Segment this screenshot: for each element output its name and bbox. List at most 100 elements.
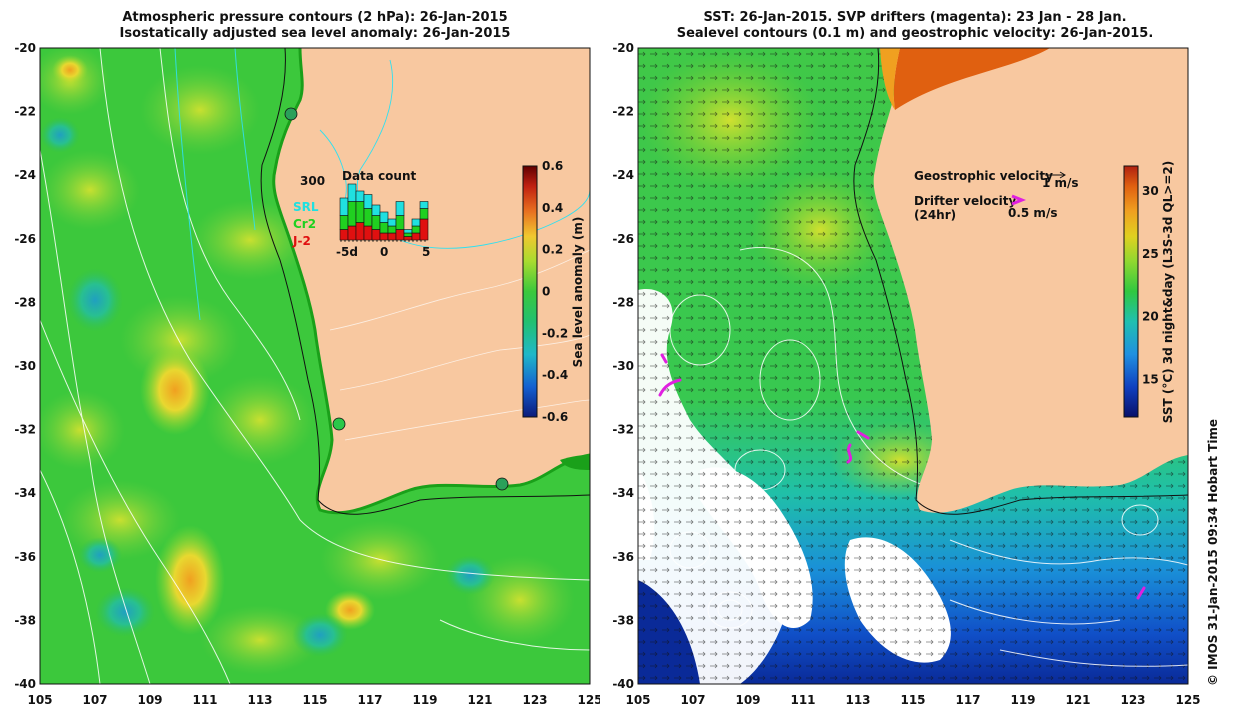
geo-velocity-label: Geostrophic velocity (914, 169, 1053, 183)
inset-bar-cr2 (419, 208, 429, 220)
sla-colorbar-tick: 0.6 (542, 159, 563, 173)
sst-colorbar: 30 25 20 15 SST (°C) 3d night&day (L3S-3d Q… (1123, 161, 1175, 424)
inset-bar-srl (419, 201, 429, 209)
inset-bar-srl (379, 211, 389, 223)
lon-tick-label: 121 (467, 693, 492, 707)
tide-gauge-marker (332, 417, 346, 431)
legend-srl: SRL (293, 200, 319, 214)
sla-colorbar-label: Sea level anomaly (m) (571, 217, 585, 368)
inset-bar-j2 (347, 225, 357, 241)
lat-tick-label: -28 (612, 295, 634, 309)
legend-j2: J-2 (292, 234, 311, 248)
sla-colorbar-tick: 0 (542, 285, 550, 299)
inset-x-tick: 5 (422, 245, 430, 259)
lon-tick-label: 113 (247, 693, 272, 707)
sla-map: Data count 300 SRL Cr2 J-2 -5d 0 5 (14, 41, 600, 707)
lat-tick-label: -24 (14, 168, 36, 182)
lon-tick-label: 123 (522, 693, 547, 707)
inset-x-tick: 0 (380, 245, 388, 259)
lat-tick-label: -34 (612, 486, 634, 500)
inset-bar-srl (339, 197, 349, 216)
lon-tick-label: 115 (900, 693, 925, 707)
inset-bar-srl (371, 204, 381, 216)
sla-colorbar-tick: 0.4 (542, 201, 563, 215)
sst-land (873, 48, 1188, 513)
inset-bar-cr2 (411, 225, 421, 234)
inset-bar-j2 (339, 229, 349, 241)
inset-bar-j2 (403, 236, 413, 241)
inset-bar-srl (395, 201, 405, 216)
velocity-legend: Geostrophic velocity 1 m/s Drifter veloc… (914, 169, 1079, 222)
lon-tick-label: 113 (845, 693, 870, 707)
geo-velocity-scale: 1 m/s (1042, 176, 1079, 190)
lat-tick-label: -30 (612, 359, 634, 373)
lat-tick-label: -20 (612, 41, 634, 55)
lat-tick-label: -38 (14, 613, 36, 627)
inset-bar-j2 (363, 225, 373, 241)
drifter-tracks (658, 353, 1146, 600)
sla-colorbar: 0.6 0.4 0.2 0 -0.2 -0.4 -0.6 Sea level anomaly… (522, 159, 585, 424)
inset-bar-cr2 (347, 201, 357, 227)
inset-bar-j2 (379, 232, 389, 241)
inset-bar-cr2 (395, 215, 405, 230)
inset-bar-cr2 (339, 215, 349, 230)
lat-tick-label: -24 (612, 168, 634, 182)
inset-bar-srl (403, 229, 413, 234)
drifter-velocity-label: Drifter velocity (914, 194, 1016, 208)
drifter-velocity-sub: (24hr) (914, 208, 956, 222)
inset-bar-j2 (371, 229, 381, 241)
inset-bar-cr2 (379, 222, 389, 234)
inset-bar-cr2 (403, 232, 413, 237)
lon-tick-label: 121 (1065, 693, 1090, 707)
inset-bar-cr2 (371, 215, 381, 230)
legend-cr2: Cr2 (293, 217, 316, 231)
inset-bar-cr2 (363, 208, 373, 227)
lon-tick-label: 107 (680, 693, 705, 707)
inset-bar-cr2 (387, 225, 397, 234)
sst-colorbar-tick: 15 (1142, 372, 1159, 386)
lon-tick-label: 111 (192, 693, 217, 707)
sla-colorbar-tick: -0.4 (542, 368, 568, 382)
sla-colorbar-tick: 0.2 (542, 243, 563, 257)
lat-tick-label: -20 (14, 41, 36, 55)
sst-colorbar-tick: 20 (1142, 310, 1159, 324)
lon-tick-label: 117 (955, 693, 980, 707)
lat-tick-label: -26 (14, 232, 36, 246)
inset-bars (339, 183, 429, 241)
lat-tick-label: -40 (612, 677, 634, 691)
inset-bar-j2 (419, 218, 429, 241)
lon-tick-label: 109 (137, 693, 162, 707)
inset-bar-srl (411, 218, 421, 227)
sst-colorbar-label: SST (°C) 3d night&day (L3S-3d QL>=2) (1161, 161, 1175, 424)
lon-tick-label: 111 (790, 693, 815, 707)
lat-tick-label: -34 (14, 486, 36, 500)
lon-tick-label: 119 (412, 693, 437, 707)
lat-tick-label: -22 (612, 105, 634, 119)
lon-tick-label: 109 (735, 693, 760, 707)
lon-tick-label: 105 (625, 693, 650, 707)
inset-bar-j2 (355, 222, 365, 241)
lat-tick-label: -40 (14, 677, 36, 691)
inset-bar-j2 (395, 229, 405, 241)
lon-tick-label: 117 (357, 693, 382, 707)
inset-bar-srl (387, 218, 397, 227)
sst-colorbar-tick: 30 (1142, 184, 1159, 198)
lon-tick-label: 115 (302, 693, 327, 707)
arrow-icon (1045, 171, 1066, 179)
inset-y-label: 300 (300, 174, 325, 188)
drifter-arrow-icon (1011, 194, 1027, 206)
right-title-line2: Sealevel contours (0.1 m) and geostrophi… (676, 26, 1154, 41)
left-title-line2: Isostatically adjusted sea level anomaly… (119, 26, 511, 41)
inset-bar-j2 (411, 232, 421, 241)
lon-tick-label: 123 (1120, 693, 1145, 707)
lat-tick-label: -38 (612, 613, 634, 627)
lat-tick-label: -32 (612, 423, 634, 437)
sla-colorbar-tick: -0.6 (542, 410, 568, 424)
inset-bar-cr2 (355, 201, 365, 223)
lon-tick-label: 125 (1175, 693, 1200, 707)
inset-bar-srl (355, 190, 365, 202)
lat-tick-label: -32 (14, 423, 36, 437)
data-count-inset: Data count 300 SRL Cr2 J-2 -5d 0 5 (292, 169, 430, 259)
lat-tick-label: -28 (14, 295, 36, 309)
lon-tick-label: 119 (1010, 693, 1035, 707)
